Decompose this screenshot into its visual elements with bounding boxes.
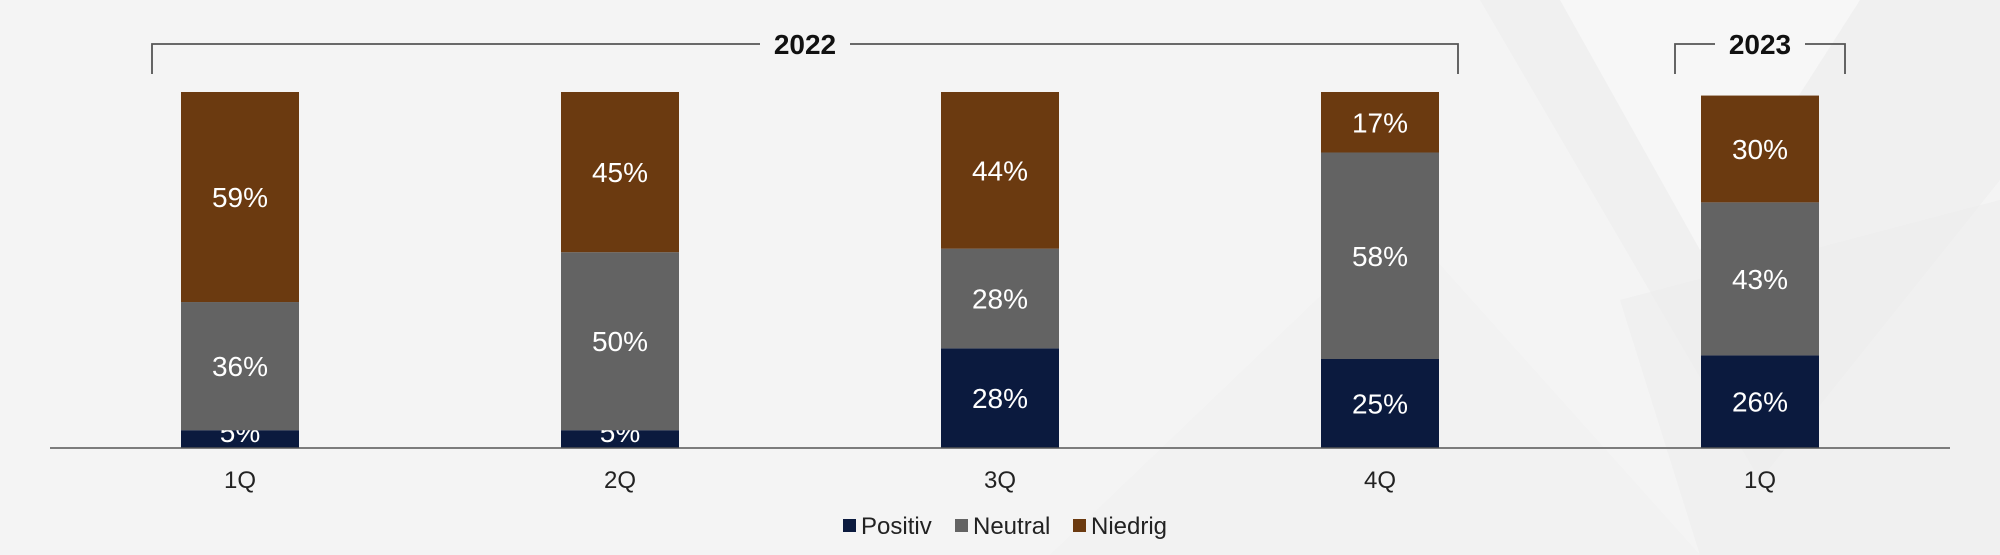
bar-segment-niedrig-5 — [1701, 95, 1819, 203]
x-tick-label-2: 2Q — [604, 467, 636, 494]
bar-segment-neutral-5 — [1701, 202, 1819, 356]
year-label-2022: 2022 — [774, 29, 836, 60]
bar-segment-positiv-3 — [941, 348, 1059, 448]
x-tick-label-3: 3Q — [984, 467, 1016, 494]
legend-label-positiv: Positiv — [861, 513, 932, 540]
data-label-positiv-4: 25% — [1352, 389, 1408, 420]
bar-segment-neutral-1 — [181, 302, 299, 431]
bar-segment-neutral-2 — [561, 252, 679, 431]
data-label-positiv-3: 28% — [972, 383, 1028, 414]
x-tick-label-5: 1Q — [1744, 467, 1776, 494]
bar-segment-neutral-3 — [941, 248, 1059, 349]
bar-segment-niedrig-3 — [941, 92, 1059, 249]
bar-segment-niedrig-1 — [181, 92, 299, 303]
data-label-niedrig-1: 59% — [212, 182, 268, 213]
bar-segment-positiv-1 — [181, 430, 299, 448]
data-label-neutral-2: 50% — [592, 326, 648, 357]
bar-segment-neutral-4 — [1321, 152, 1439, 359]
legend-swatch-neutral — [955, 519, 968, 532]
bar-segment-positiv-5 — [1701, 355, 1819, 448]
data-label-niedrig-3: 44% — [972, 155, 1028, 186]
x-tick-label-1: 1Q — [224, 467, 256, 494]
data-label-niedrig-4: 17% — [1352, 107, 1408, 138]
data-label-niedrig-2: 45% — [592, 157, 648, 188]
bar-segment-positiv-4 — [1321, 359, 1439, 448]
legend-label-neutral: Neutral — [973, 513, 1050, 540]
year-bracket-2022 — [151, 43, 1459, 74]
bar-segment-niedrig-2 — [561, 92, 679, 253]
data-label-niedrig-5: 30% — [1732, 134, 1788, 165]
bar-segment-positiv-2 — [561, 430, 679, 448]
data-label-neutral-1: 36% — [212, 351, 268, 382]
bar-segment-niedrig-4 — [1321, 92, 1439, 153]
legend-swatch-niedrig — [1073, 519, 1086, 532]
year-label-2023: 2023 — [1729, 29, 1791, 60]
legend-label-niedrig: Niedrig — [1091, 513, 1167, 540]
data-label-positiv-5: 26% — [1732, 387, 1788, 418]
data-label-neutral-5: 43% — [1732, 264, 1788, 295]
x-tick-label-4: 4Q — [1364, 467, 1396, 494]
year-bracket-2023 — [1674, 43, 1846, 74]
data-label-neutral-4: 58% — [1352, 241, 1408, 272]
data-label-neutral-3: 28% — [972, 283, 1028, 314]
legend-swatch-positiv — [843, 519, 856, 532]
